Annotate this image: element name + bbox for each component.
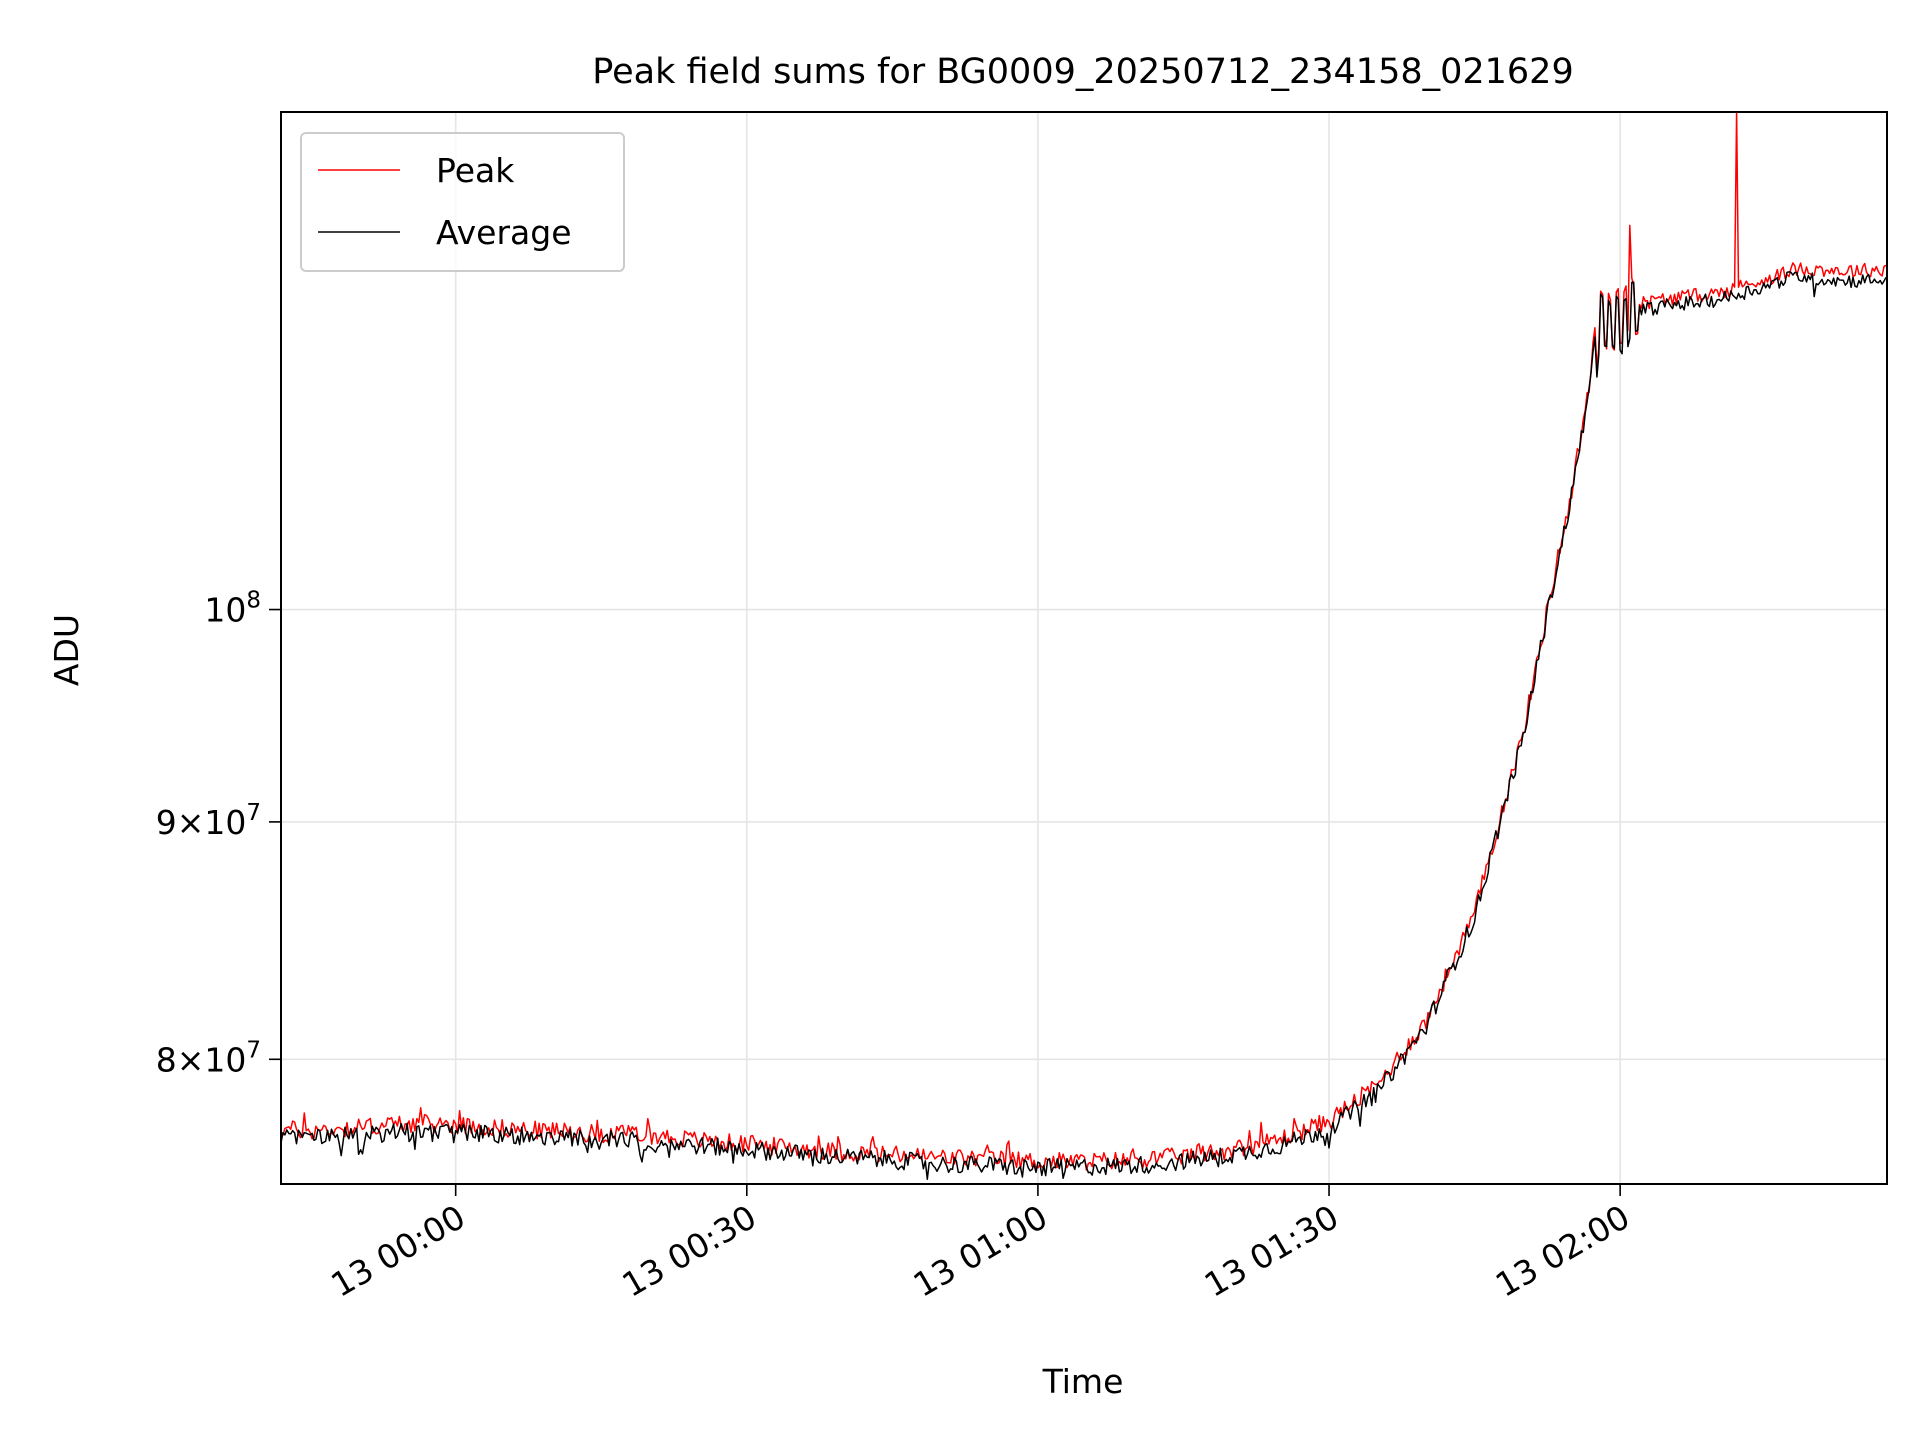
- y-axis-label: ADU: [47, 614, 86, 686]
- legend-label-average: Average: [436, 213, 572, 252]
- legend-box: [300, 132, 625, 272]
- chart-title: Peak field sums for BG0009_20250712_2341…: [592, 52, 1573, 92]
- series-lines: [281, 112, 1887, 1180]
- series-line-peak: [281, 112, 1887, 1171]
- axes-frame: [280, 111, 1888, 1185]
- x-axis-label: Time: [1042, 1362, 1124, 1401]
- y-tick-label: 8×107: [156, 1037, 261, 1079]
- legend-label-peak: Peak: [436, 151, 515, 190]
- legend: Peak Average: [300, 132, 625, 272]
- y-tick-label: 9×107: [156, 800, 261, 842]
- y-tick-label: 108: [204, 588, 261, 630]
- grid-lines: [281, 112, 1887, 1184]
- series-line-average: [281, 271, 1887, 1180]
